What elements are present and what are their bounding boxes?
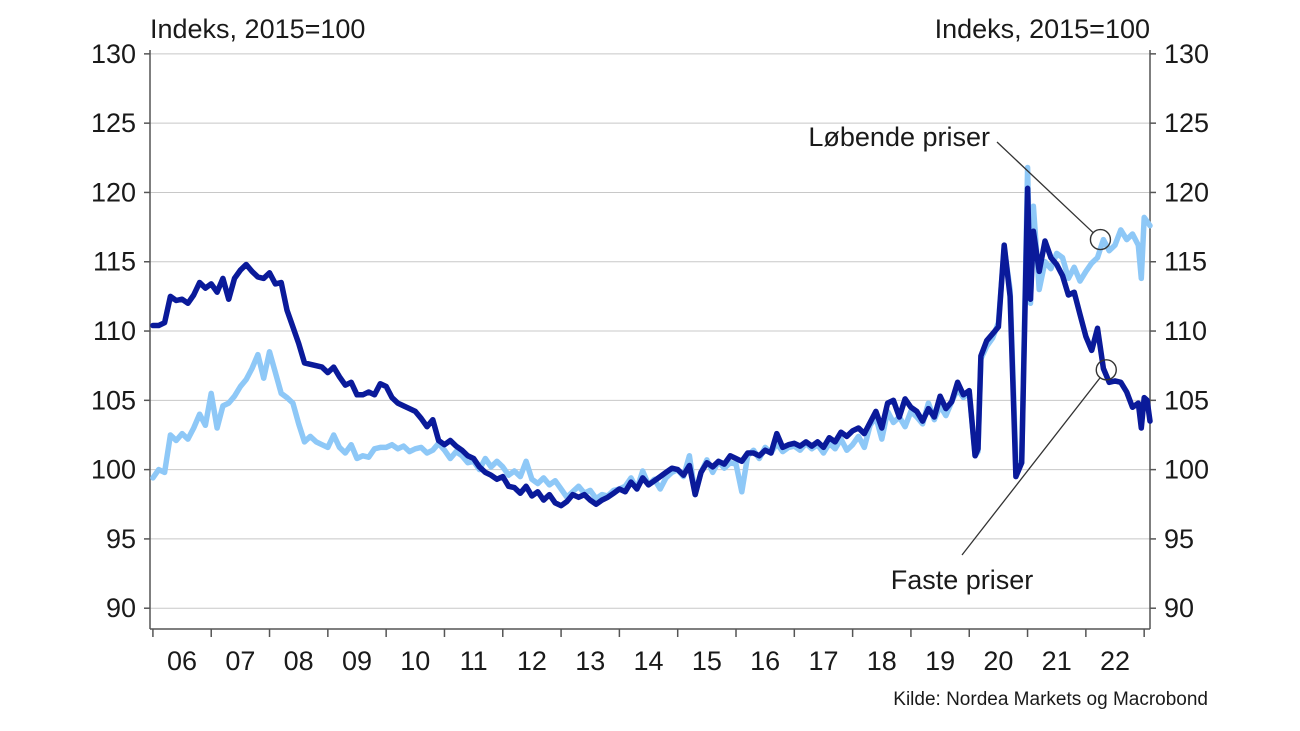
series-line-lobende-priser	[150, 164, 1153, 502]
x-tick-label: 12	[517, 646, 547, 676]
annotation-marker-faste-priser	[1095, 359, 1117, 381]
series-lines	[150, 164, 1153, 509]
y-tick-label-left: 105	[91, 385, 136, 415]
y-axis-unit-right: Indeks, 2015=100	[934, 14, 1150, 44]
x-tick-label: 16	[750, 646, 780, 676]
y-tick-label-right: 115	[1164, 247, 1207, 277]
annotation-label-faste-priser: Faste priser	[891, 565, 1034, 595]
annotation-leader-lobende-priser	[996, 141, 1094, 234]
gridlines	[150, 53, 1150, 609]
y-tick-label-right: 90	[1164, 593, 1194, 623]
x-tick-label: 13	[575, 646, 605, 676]
x-tick-label: 09	[342, 646, 372, 676]
y-tick-label-left: 90	[106, 593, 136, 623]
y-tick-label-left: 110	[93, 316, 136, 346]
y-axis-left: 90 95 100 105 110 115 120 125 130	[91, 39, 150, 623]
y-tick-label-right: 120	[1164, 177, 1209, 207]
y-tick-label-left: 125	[91, 108, 136, 138]
x-tick-label: 11	[460, 646, 488, 676]
y-tick-label-left: 95	[106, 524, 136, 554]
series-line-faste-priser	[150, 185, 1153, 509]
x-tick-label: 06	[167, 646, 197, 676]
y-tick-label-left: 120	[91, 177, 136, 207]
annotation-marker-lobende-priser	[1089, 228, 1112, 251]
x-tick-label: 08	[284, 646, 314, 676]
source-note: Kilde: Nordea Markets og Macrobond	[893, 689, 1208, 710]
y-tick-label-right: 130	[1164, 39, 1209, 69]
x-tick-label: 20	[983, 646, 1013, 676]
y-tick-label-right: 110	[1164, 316, 1207, 346]
annotation-label-lobende-priser: Løbende priser	[808, 122, 990, 152]
x-tick-label: 07	[225, 646, 255, 676]
y-tick-label-left: 115	[93, 247, 136, 277]
y-tick-label-left: 130	[91, 39, 136, 69]
y-tick-label-left: 100	[91, 455, 136, 485]
y-tick-label-right: 105	[1164, 385, 1209, 415]
y-axis-unit-left: Indeks, 2015=100	[150, 14, 366, 44]
y-tick-label-right: 95	[1164, 524, 1194, 554]
x-tick-label: 14	[634, 646, 664, 676]
x-axis: 06 07 08 09 10 11 12 13 14 15 16 17 18 19 20 21 22	[152, 629, 1145, 676]
axes	[149, 50, 1151, 630]
annotations: Løbende priser Faste priser	[808, 122, 1117, 595]
x-tick-label: 21	[1042, 646, 1072, 676]
x-tick-label: 22	[1100, 646, 1130, 676]
annotation-leader-faste-priser	[961, 377, 1101, 556]
y-tick-label-right: 100	[1164, 455, 1209, 485]
y-tick-label-right: 125	[1164, 108, 1209, 138]
x-tick-label: 18	[867, 646, 897, 676]
x-tick-label: 19	[925, 646, 955, 676]
x-tick-label: 17	[808, 646, 838, 676]
x-tick-label: 10	[400, 646, 430, 676]
x-tick-label: 15	[692, 646, 722, 676]
y-axis-right: 90 95 100 105 110 115 120 125 130	[1150, 39, 1209, 623]
